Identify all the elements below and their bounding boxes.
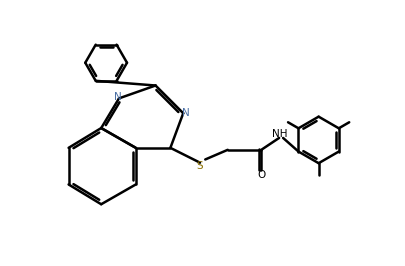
Text: N: N: [113, 92, 121, 102]
Text: S: S: [196, 161, 203, 171]
Text: O: O: [256, 170, 265, 180]
Text: N: N: [181, 108, 189, 118]
Text: NH: NH: [271, 129, 287, 139]
